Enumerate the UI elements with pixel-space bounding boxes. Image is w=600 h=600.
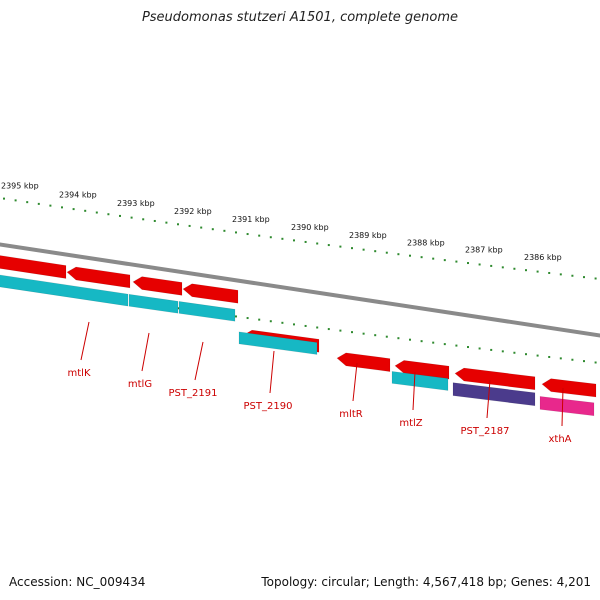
accession-label: Accession: NC_009434 bbox=[9, 575, 145, 589]
gene-label[interactable]: xthA bbox=[548, 434, 571, 445]
gene-feature[interactable] bbox=[133, 277, 182, 296]
kbp-scale-labels: 2395 kbp 2394 kbp 2393 kbp 2392 kbp 2391 kbp… bbox=[1, 182, 562, 262]
callout-line bbox=[562, 388, 563, 426]
gene-label[interactable]: PST_2191 bbox=[169, 388, 218, 399]
callout-line bbox=[353, 363, 357, 401]
genome-map[interactable]: 2395 kbp 2394 kbp 2393 kbp 2392 kbp 2391 kbp… bbox=[0, 0, 600, 600]
gene-feature[interactable] bbox=[337, 353, 390, 372]
genome-summary: Topology: circular; Length: 4,567,418 bp… bbox=[261, 575, 591, 589]
reverse-strand-track bbox=[0, 274, 594, 416]
gene-label[interactable]: mtlZ bbox=[399, 418, 422, 429]
kbp-tick-label: 2387 kbp bbox=[465, 246, 503, 255]
gene-feature[interactable] bbox=[542, 379, 596, 397]
gene-feature[interactable] bbox=[183, 284, 238, 303]
gene-label[interactable]: mtlG bbox=[128, 379, 152, 390]
kbp-tick-label: 2390 kbp bbox=[291, 223, 329, 232]
kbp-tick-label: 2389 kbp bbox=[349, 231, 387, 240]
callout-line bbox=[81, 322, 89, 360]
gene-feature[interactable] bbox=[0, 255, 66, 279]
gene-feature[interactable] bbox=[67, 267, 130, 288]
kbp-tick-label: 2395 kbp bbox=[1, 182, 39, 191]
callout-line bbox=[195, 342, 203, 380]
kbp-tick-label: 2392 kbp bbox=[174, 207, 212, 216]
callout-line bbox=[142, 333, 149, 371]
kbp-tick-label: 2386 kbp bbox=[524, 253, 562, 262]
callout-line bbox=[270, 351, 274, 393]
outer-tick-track bbox=[4, 198, 596, 280]
kbp-tick-label: 2394 kbp bbox=[59, 190, 97, 199]
kbp-tick-label: 2391 kbp bbox=[232, 215, 270, 224]
gene-label[interactable]: mtlK bbox=[68, 368, 91, 379]
gene-label[interactable]: mltR bbox=[339, 409, 362, 420]
gene-label[interactable]: PST_2190 bbox=[244, 401, 293, 412]
kbp-tick-label: 2393 kbp bbox=[117, 199, 155, 208]
gene-label[interactable]: PST_2187 bbox=[461, 426, 510, 437]
gene-feature[interactable] bbox=[540, 396, 594, 415]
kbp-tick-label: 2388 kbp bbox=[407, 238, 445, 247]
gene-feature[interactable] bbox=[129, 294, 178, 313]
gene-feature[interactable] bbox=[179, 301, 235, 321]
